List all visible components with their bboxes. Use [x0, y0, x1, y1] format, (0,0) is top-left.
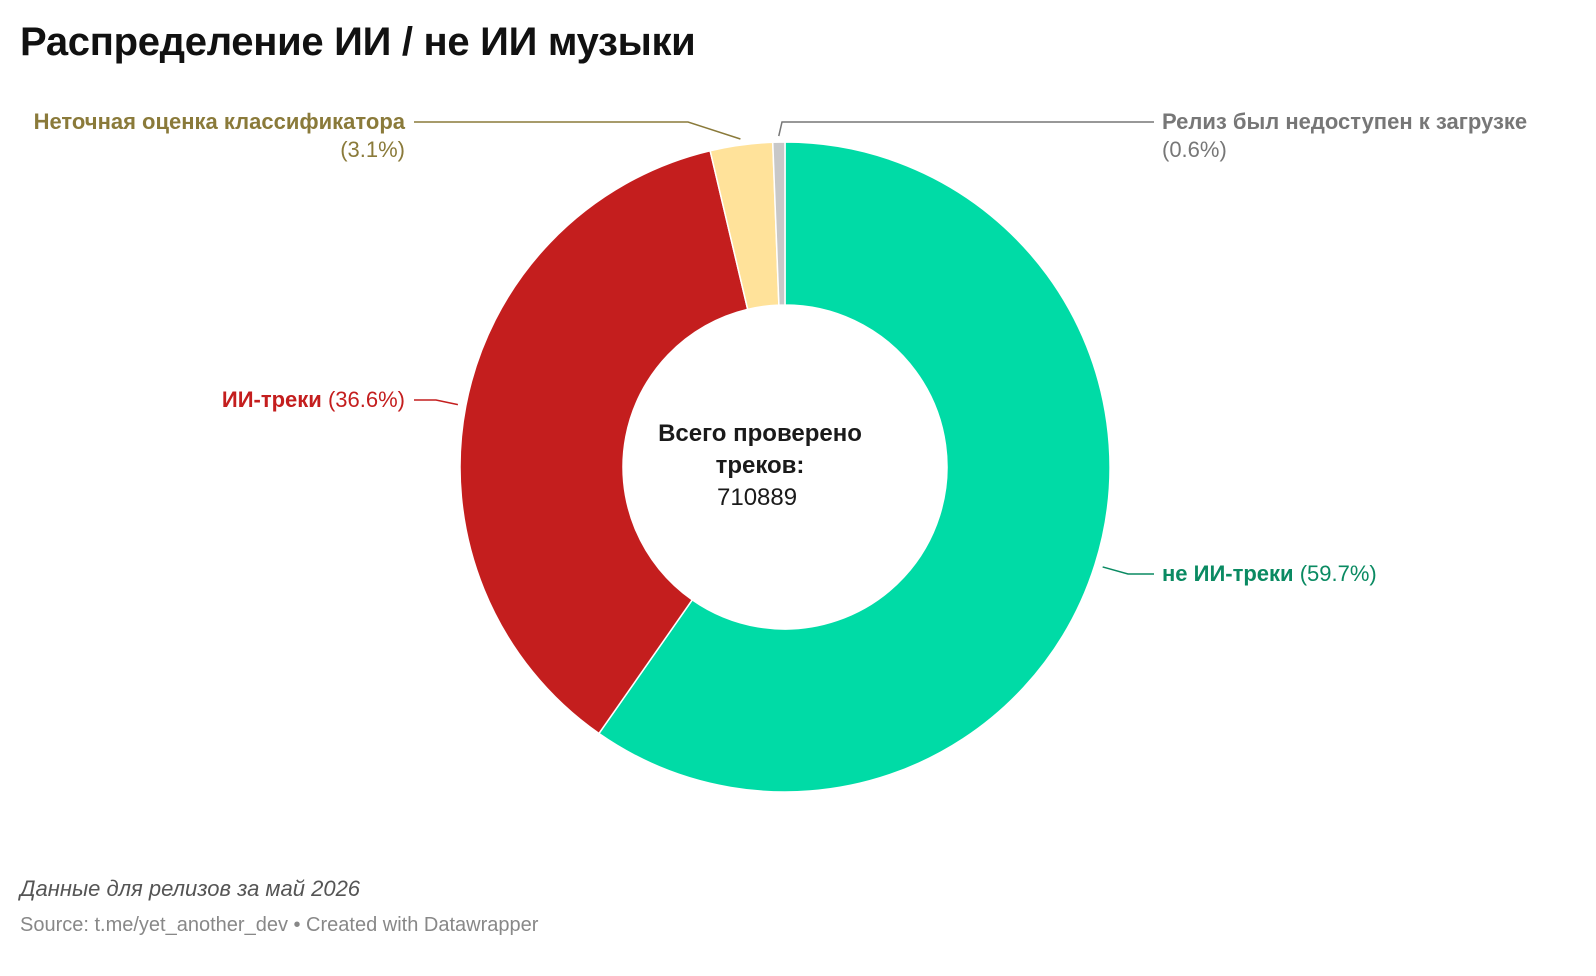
slice-label-unavailable: Релиз был недоступен к загрузке (0.6%) [1162, 108, 1527, 164]
slice-label-non-ai: не ИИ-треки (59.7%) [1162, 560, 1377, 588]
slice-label-inaccurate: Неточная оценка классификатора (3.1%) [34, 108, 405, 164]
leader-line-non-ai [1102, 566, 1154, 575]
center-total-label: Всего проверено треков: 710889 [625, 418, 895, 514]
center-total-title: Всего проверено треков: [658, 420, 862, 479]
slice-label-percent: (36.6%) [327, 387, 405, 412]
leader-line-inaccurate [414, 121, 741, 140]
slice-ai [459, 149, 749, 735]
label-leader-lines [414, 121, 1154, 575]
slice-label-name: Релиз был недоступен к загрузке [1162, 109, 1528, 134]
leader-line-unavailable [778, 121, 1154, 137]
slice-label-ai: ИИ-треки (36.6%) [222, 386, 405, 414]
donut-slices [459, 141, 1111, 793]
slice-label-name: Неточная оценка классификатора [33, 109, 405, 134]
slice-label-percent: (3.1%) [340, 137, 405, 162]
slice-label-name: не ИИ-треки [1162, 561, 1294, 586]
center-total-value: 710889 [717, 484, 798, 511]
chart-title: Распределение ИИ / не ИИ музыки [20, 20, 696, 64]
slice-label-percent: (59.7%) [1299, 561, 1377, 586]
slice-non-ai [597, 141, 1111, 793]
slice-label-name: ИИ-треки [221, 387, 322, 412]
slice-label-percent: (0.6%) [1162, 137, 1227, 162]
slice-unavailable [771, 141, 786, 306]
footer-source: Source: t.me/yet_another_dev • Created w… [20, 914, 539, 936]
leader-line-ai [414, 399, 459, 406]
footer-note: Данные для релизов за май 2026 [20, 876, 361, 901]
